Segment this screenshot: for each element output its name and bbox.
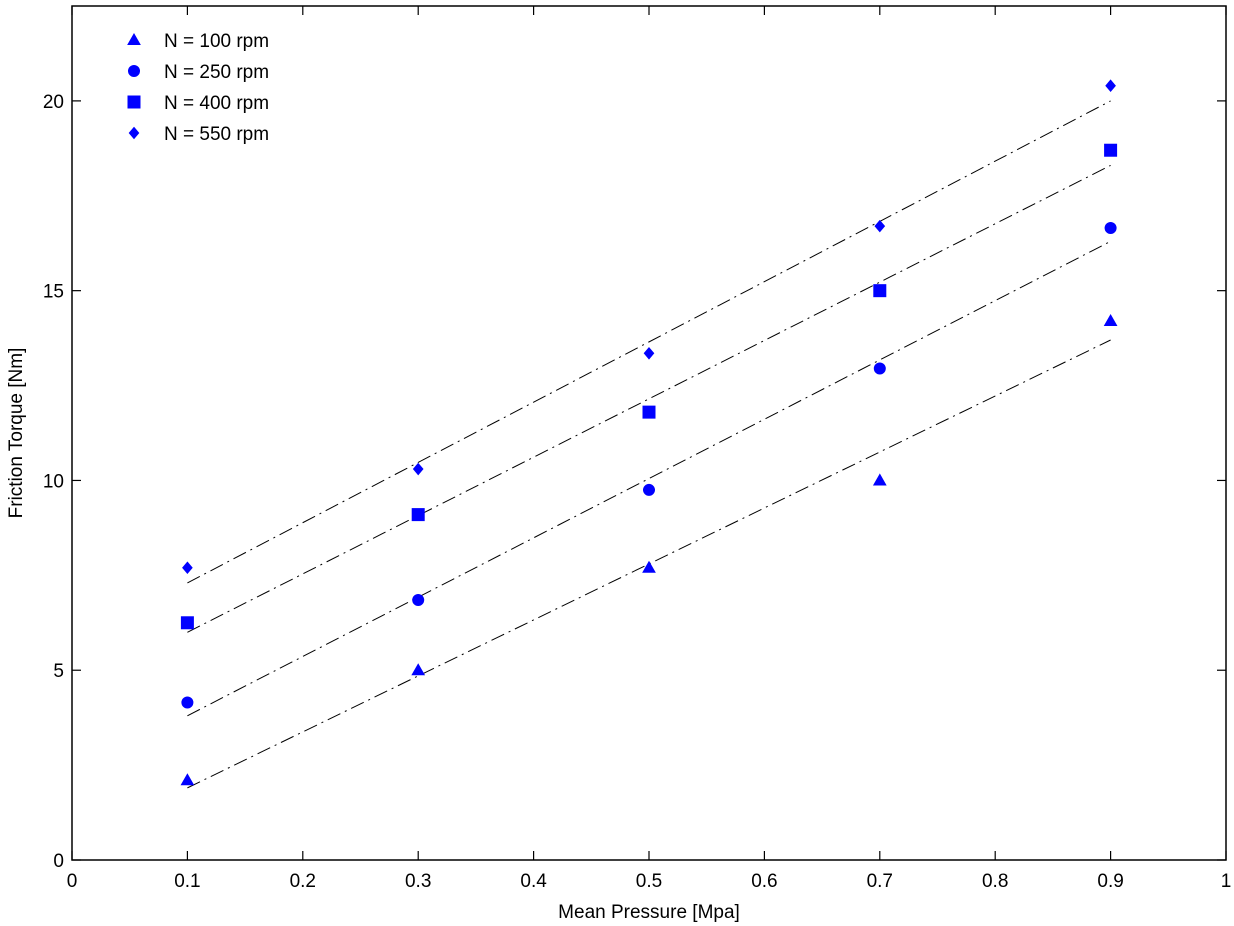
data-point [412,594,425,607]
x-tick-label: 0.6 [751,871,777,892]
data-point [1104,222,1117,235]
data-point [643,483,655,496]
data-point [642,560,656,573]
data-point [180,773,195,786]
data-point [872,473,887,486]
data-point [874,219,886,233]
x-tick-label: 0 [67,871,78,892]
y-tick-label: 10 [43,471,64,492]
legend-marker [128,65,140,77]
data-point [642,405,656,419]
x-tick-label: 0.2 [290,871,316,892]
fit-line [187,164,1111,633]
x-tick-label: 0.1 [174,871,200,892]
x-tick-label: 1 [1221,871,1232,892]
x-tick-label: 0.8 [982,871,1008,892]
x-tick-label: 0.5 [636,871,662,892]
data-point [411,663,426,676]
data-point [412,462,424,476]
x-axis-label: Mean Pressure [Mpa] [558,902,740,923]
legend-label: N = 550 rpm [164,124,269,145]
y-tick-label: 0 [53,851,64,872]
data-point [873,284,887,298]
data-point [873,362,886,375]
fit-line [187,240,1111,717]
legend-label: N = 250 rpm [164,62,269,83]
legend-label: N = 400 rpm [164,93,269,114]
data-point [1105,79,1116,92]
y-axis-label: Friction Torque [Nm] [6,348,27,519]
data-point [1104,143,1118,157]
data-point [1103,314,1118,327]
data-points [180,79,1118,786]
x-tick-label: 0.7 [867,871,893,892]
data-point [643,347,655,360]
legend-label: N = 100 rpm [164,31,269,52]
y-tick-label: 5 [53,661,64,682]
data-point [182,561,193,575]
x-tick-label: 0.9 [1097,871,1123,892]
fit-line [187,100,1111,584]
legend-marker [127,32,141,45]
data-point [180,616,194,630]
x-tick-label: 0.3 [405,871,431,892]
y-tick-label: 20 [43,92,64,113]
y-tick-label: 15 [43,282,64,303]
legend-marker [127,95,141,109]
data-point [411,508,425,522]
data-point [181,696,194,709]
plot-area [71,5,1227,861]
legend: N = 100 rpm N = 250 rpm N = 400 rpm N = 550… [127,31,269,145]
legend-marker [128,126,140,140]
x-tick-label: 0.4 [520,871,547,892]
